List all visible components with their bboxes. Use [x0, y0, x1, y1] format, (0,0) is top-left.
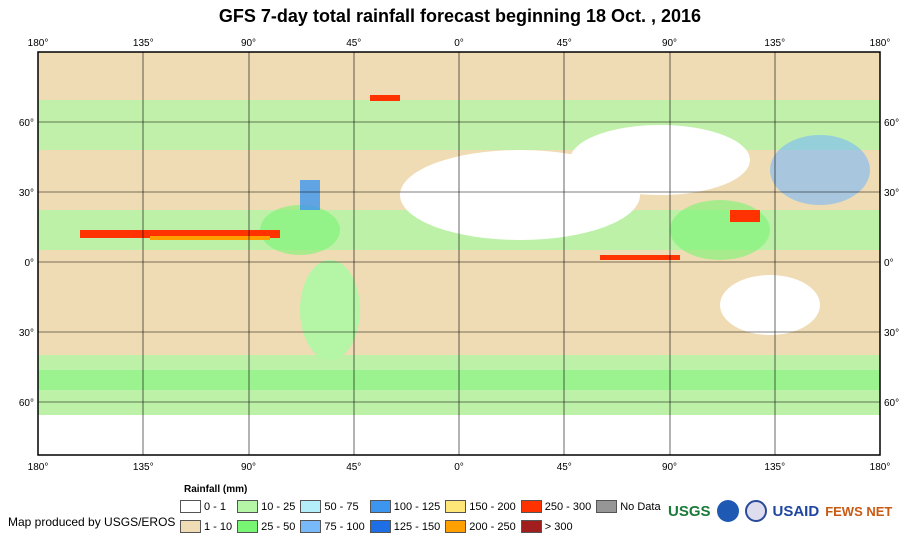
lon-tick-label: 180°	[870, 462, 891, 473]
legend-label: 0 - 1	[204, 500, 227, 513]
legend-swatch	[445, 500, 467, 513]
legend-item: 10 - 25	[237, 500, 295, 513]
legend-item: 150 - 200	[445, 500, 516, 513]
legend-label: No Data	[620, 500, 661, 513]
legend-label: 1 - 10	[204, 520, 233, 533]
legend-swatch	[369, 520, 391, 533]
fews-net-logo: FEWS NET	[825, 503, 893, 519]
lon-tick-label: 45°	[346, 38, 361, 49]
lon-tick-label: 180°	[28, 38, 49, 49]
legend-item: 25 - 50	[237, 520, 295, 533]
lon-tick-label: 90°	[662, 38, 677, 49]
usaid-logo: USAID	[772, 502, 820, 520]
lon-tick-label: 45°	[557, 38, 572, 49]
legend-swatch	[180, 520, 201, 533]
legend-item: 1 - 10	[180, 520, 232, 533]
lon-tick-label: 135°	[764, 462, 785, 473]
legend-swatch	[596, 500, 618, 513]
lat-tick-label: 60°	[19, 118, 34, 129]
usgs-logo: USGS	[668, 502, 711, 520]
map-grid	[37, 51, 881, 456]
legend-item: > 300	[520, 520, 591, 533]
legend-swatch	[445, 520, 467, 533]
legend-item: 125 - 150	[369, 520, 441, 533]
lon-tick-label: 90°	[662, 462, 677, 473]
legend-swatch	[369, 500, 391, 513]
lon-tick-label: 135°	[764, 38, 785, 49]
lat-tick-label: 30°	[884, 188, 899, 199]
legend-swatch	[300, 520, 322, 533]
lon-tick-label: 45°	[346, 462, 361, 473]
legend-item: No Data	[596, 500, 661, 513]
lat-tick-label: 0°	[884, 258, 894, 269]
rainfall-map: 180° 135° 90° 45° 0° 45° 90° 135° 180° 180° 135° 90…	[19, 38, 899, 473]
lon-tick-label: 0°	[454, 38, 464, 49]
lon-tick-label: 180°	[28, 462, 49, 473]
lat-tick-label: 60°	[884, 118, 899, 129]
logos: USGS USAID FEWS NET	[668, 500, 892, 522]
legend-item: 0 - 1	[180, 500, 232, 513]
legend-swatch	[520, 520, 542, 533]
legend-swatch	[237, 520, 259, 533]
legend: 0 - 1 10 - 25 50 - 75 100 - 125 150 - 200 250…	[180, 500, 663, 533]
lat-tick-label: 30°	[19, 328, 34, 339]
lon-tick-label: 0°	[454, 462, 464, 473]
lon-tick-label: 180°	[870, 38, 891, 49]
legend-label: 100 - 125	[393, 500, 441, 513]
legend-item: 200 - 250	[445, 520, 516, 533]
legend-swatch	[237, 500, 259, 513]
legend-label: 25 - 50	[261, 520, 296, 533]
lon-tick-label: 135°	[133, 462, 154, 473]
legend-label: 200 - 250	[469, 520, 516, 533]
legend-title: Rainfall (mm)	[184, 484, 248, 495]
lat-tick-label: 30°	[884, 328, 899, 339]
lat-tick-label: 0°	[24, 258, 34, 269]
legend-item: 100 - 125	[369, 500, 441, 513]
legend-label: 75 - 100	[324, 520, 365, 533]
legend-label: 10 - 25	[261, 500, 296, 513]
legend-label: 50 - 75	[324, 500, 359, 513]
legend-item: 75 - 100	[300, 520, 365, 533]
legend-label: > 300	[544, 520, 573, 533]
lon-tick-label: 90°	[241, 462, 256, 473]
map-title: GFS 7-day total rainfall forecast beginn…	[218, 6, 702, 26]
legend-swatch	[520, 500, 542, 513]
legend-swatch	[300, 500, 322, 513]
legend-label: 150 - 200	[469, 500, 516, 513]
usaid-seal	[744, 500, 767, 522]
lon-tick-label: 45°	[557, 462, 572, 473]
lon-tick-label: 90°	[241, 38, 256, 49]
legend-item: 250 - 300	[520, 500, 592, 513]
lon-tick-label: 135°	[133, 38, 154, 49]
legend-label: 250 - 300	[544, 500, 592, 513]
noaa-logo	[716, 500, 739, 522]
lat-tick-label: 60°	[19, 398, 34, 409]
credit-text: Map produced by USGS/EROS	[8, 515, 176, 529]
legend-label: 125 - 150	[393, 520, 441, 533]
legend-item: 50 - 75	[300, 500, 364, 513]
lat-tick-label: 60°	[884, 398, 899, 409]
legend-swatch	[180, 500, 201, 513]
lat-tick-label: 30°	[19, 188, 34, 199]
